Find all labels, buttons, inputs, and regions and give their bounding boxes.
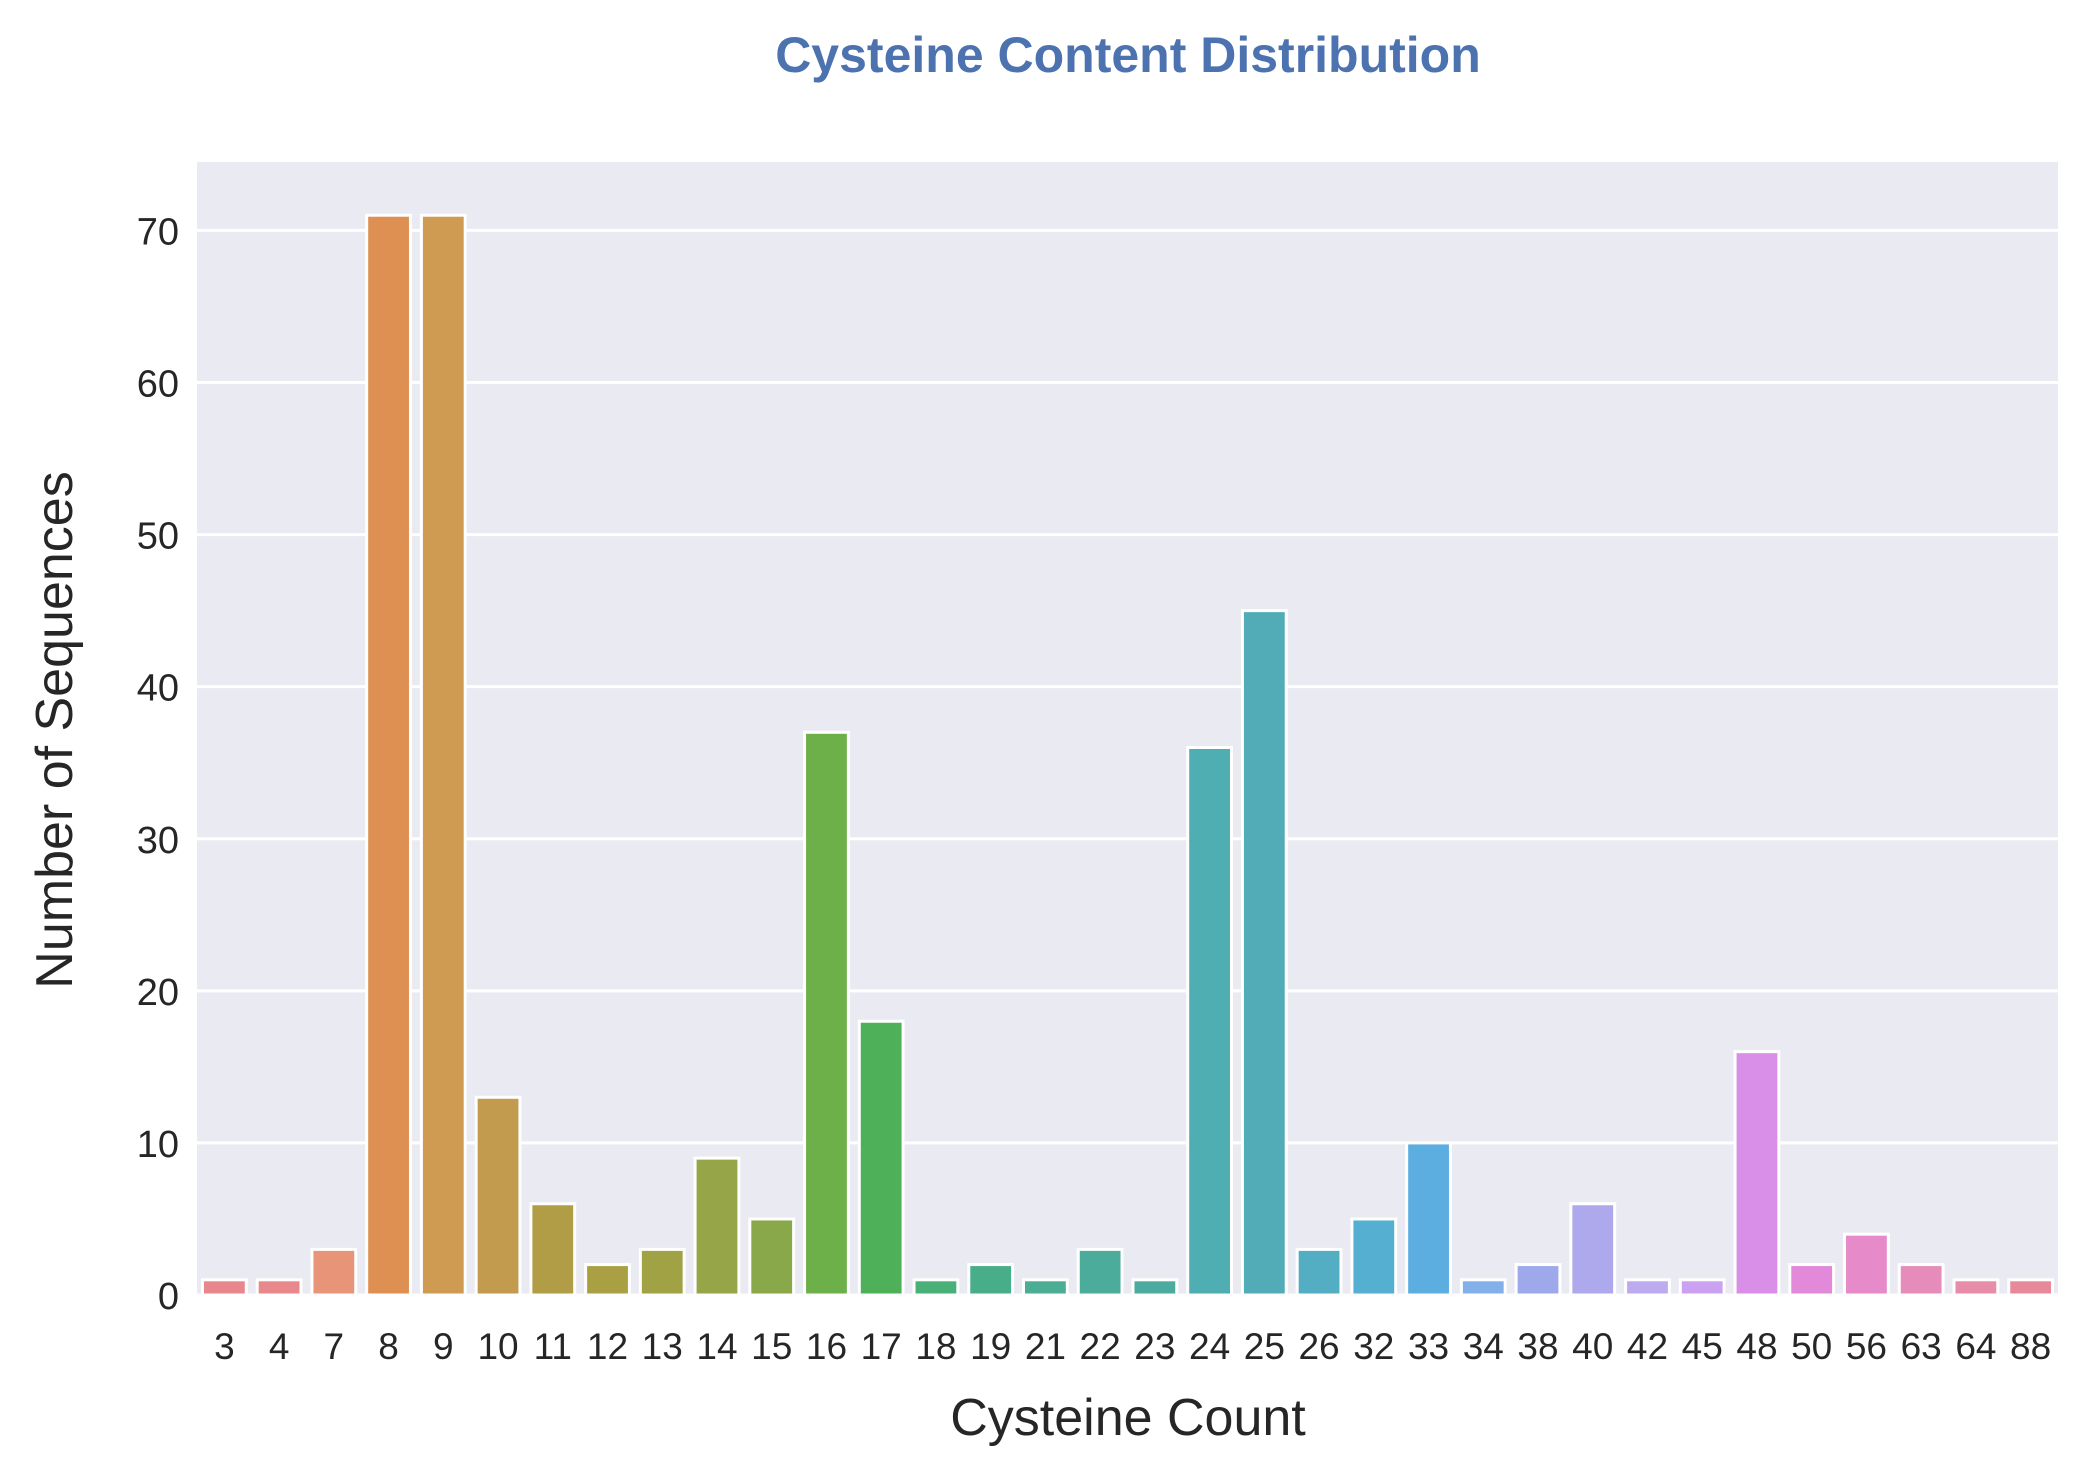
y-tick-label: 50 — [137, 516, 179, 558]
x-tick-label: 7 — [324, 1326, 345, 1367]
bar-16 — [803, 730, 850, 1297]
x-tick-label: 16 — [806, 1326, 847, 1367]
bar-15 — [748, 1217, 796, 1297]
x-tick-label: 18 — [915, 1326, 956, 1367]
x-tick-label: 26 — [1298, 1326, 1339, 1367]
bar-22 — [1076, 1247, 1124, 1297]
bar-50 — [1788, 1263, 1836, 1297]
bar-18 — [912, 1278, 960, 1297]
x-tick-label: 63 — [1901, 1326, 1942, 1367]
bar-9 — [419, 213, 467, 1297]
x-tick-label: 3 — [214, 1326, 235, 1367]
bar-17 — [857, 1019, 905, 1297]
x-tick-label: 4 — [269, 1326, 290, 1367]
x-tick-label: 15 — [751, 1326, 792, 1367]
y-tick-label: 30 — [137, 820, 179, 862]
bar-11 — [529, 1202, 577, 1297]
x-tick-label: 32 — [1353, 1326, 1394, 1367]
x-tick-label: 45 — [1682, 1326, 1723, 1367]
x-tick-label: 10 — [477, 1326, 518, 1367]
x-axis-label: Cysteine Count — [950, 1389, 1306, 1447]
x-tick-label: 42 — [1627, 1326, 1668, 1367]
x-tick-label: 21 — [1025, 1326, 1066, 1367]
x-tick-label: 23 — [1134, 1326, 1175, 1367]
bars — [200, 213, 2055, 1297]
bar-3 — [200, 1278, 248, 1297]
bar-63 — [1897, 1263, 1945, 1297]
y-tick-label: 20 — [137, 972, 179, 1014]
bar-32 — [1350, 1217, 1398, 1297]
chart-title: Cysteine Content Distribution — [775, 27, 1481, 83]
x-tick-label: 48 — [1736, 1326, 1777, 1367]
bar-14 — [693, 1156, 741, 1297]
x-tick-label: 8 — [378, 1326, 399, 1367]
x-tick-label: 25 — [1244, 1326, 1285, 1367]
x-tick-label: 38 — [1517, 1326, 1558, 1367]
y-tick-label: 10 — [137, 1124, 179, 1166]
bar-7 — [310, 1247, 358, 1297]
x-tick-label: 56 — [1846, 1326, 1887, 1367]
x-tick-label: 34 — [1463, 1326, 1504, 1367]
x-tick-label: 13 — [642, 1326, 683, 1367]
bar-48 — [1733, 1050, 1781, 1297]
bar-26 — [1295, 1247, 1343, 1297]
y-axis-label: Number of Sequences — [26, 471, 84, 988]
bar-34 — [1459, 1278, 1507, 1297]
x-tick-label: 19 — [970, 1326, 1011, 1367]
bar-88 — [2007, 1278, 2055, 1297]
bar-23 — [1131, 1278, 1179, 1297]
bar-19 — [967, 1263, 1015, 1297]
bar-13 — [638, 1247, 686, 1297]
bar-38 — [1514, 1263, 1562, 1297]
x-tick-label: 40 — [1572, 1326, 1613, 1367]
x-tick-label: 33 — [1408, 1326, 1449, 1367]
bar-33 — [1405, 1141, 1452, 1297]
bar-56 — [1843, 1232, 1890, 1297]
bar-24 — [1186, 746, 1233, 1297]
y-tick-labels: 0 10 20 30 40 50 60 70 — [137, 211, 179, 1318]
bar-10 — [474, 1095, 522, 1297]
x-tick-label: 9 — [433, 1326, 454, 1367]
bar-45 — [1678, 1278, 1726, 1297]
x-tick-label: 24 — [1189, 1326, 1230, 1367]
bar-25 — [1240, 609, 1288, 1297]
bar-40 — [1569, 1202, 1617, 1297]
y-tick-label: 70 — [137, 211, 179, 253]
x-tick-label: 88 — [2010, 1326, 2051, 1367]
bar-8 — [365, 213, 412, 1297]
x-tick-label: 12 — [587, 1326, 628, 1367]
x-tick-label: 22 — [1080, 1326, 1121, 1367]
bar-12 — [584, 1263, 631, 1297]
bar-42 — [1624, 1278, 1671, 1297]
x-tick-label: 17 — [861, 1326, 902, 1367]
bar-4 — [255, 1278, 303, 1297]
bar-21 — [1022, 1278, 1069, 1297]
y-tick-label: 60 — [137, 364, 179, 406]
bar-64 — [1952, 1278, 2000, 1297]
x-tick-label: 64 — [1955, 1326, 1996, 1367]
x-tick-labels: 3 4 7 8 9 10 11 12 13 14 15 16 17 18 19 21 22 23 24 25 26 32 3… — [214, 1326, 2051, 1367]
y-tick-label: 40 — [137, 668, 179, 710]
x-tick-label: 11 — [534, 1326, 572, 1367]
y-tick-label: 0 — [158, 1276, 179, 1318]
x-tick-label: 14 — [696, 1326, 737, 1367]
x-tick-label: 50 — [1791, 1326, 1832, 1367]
